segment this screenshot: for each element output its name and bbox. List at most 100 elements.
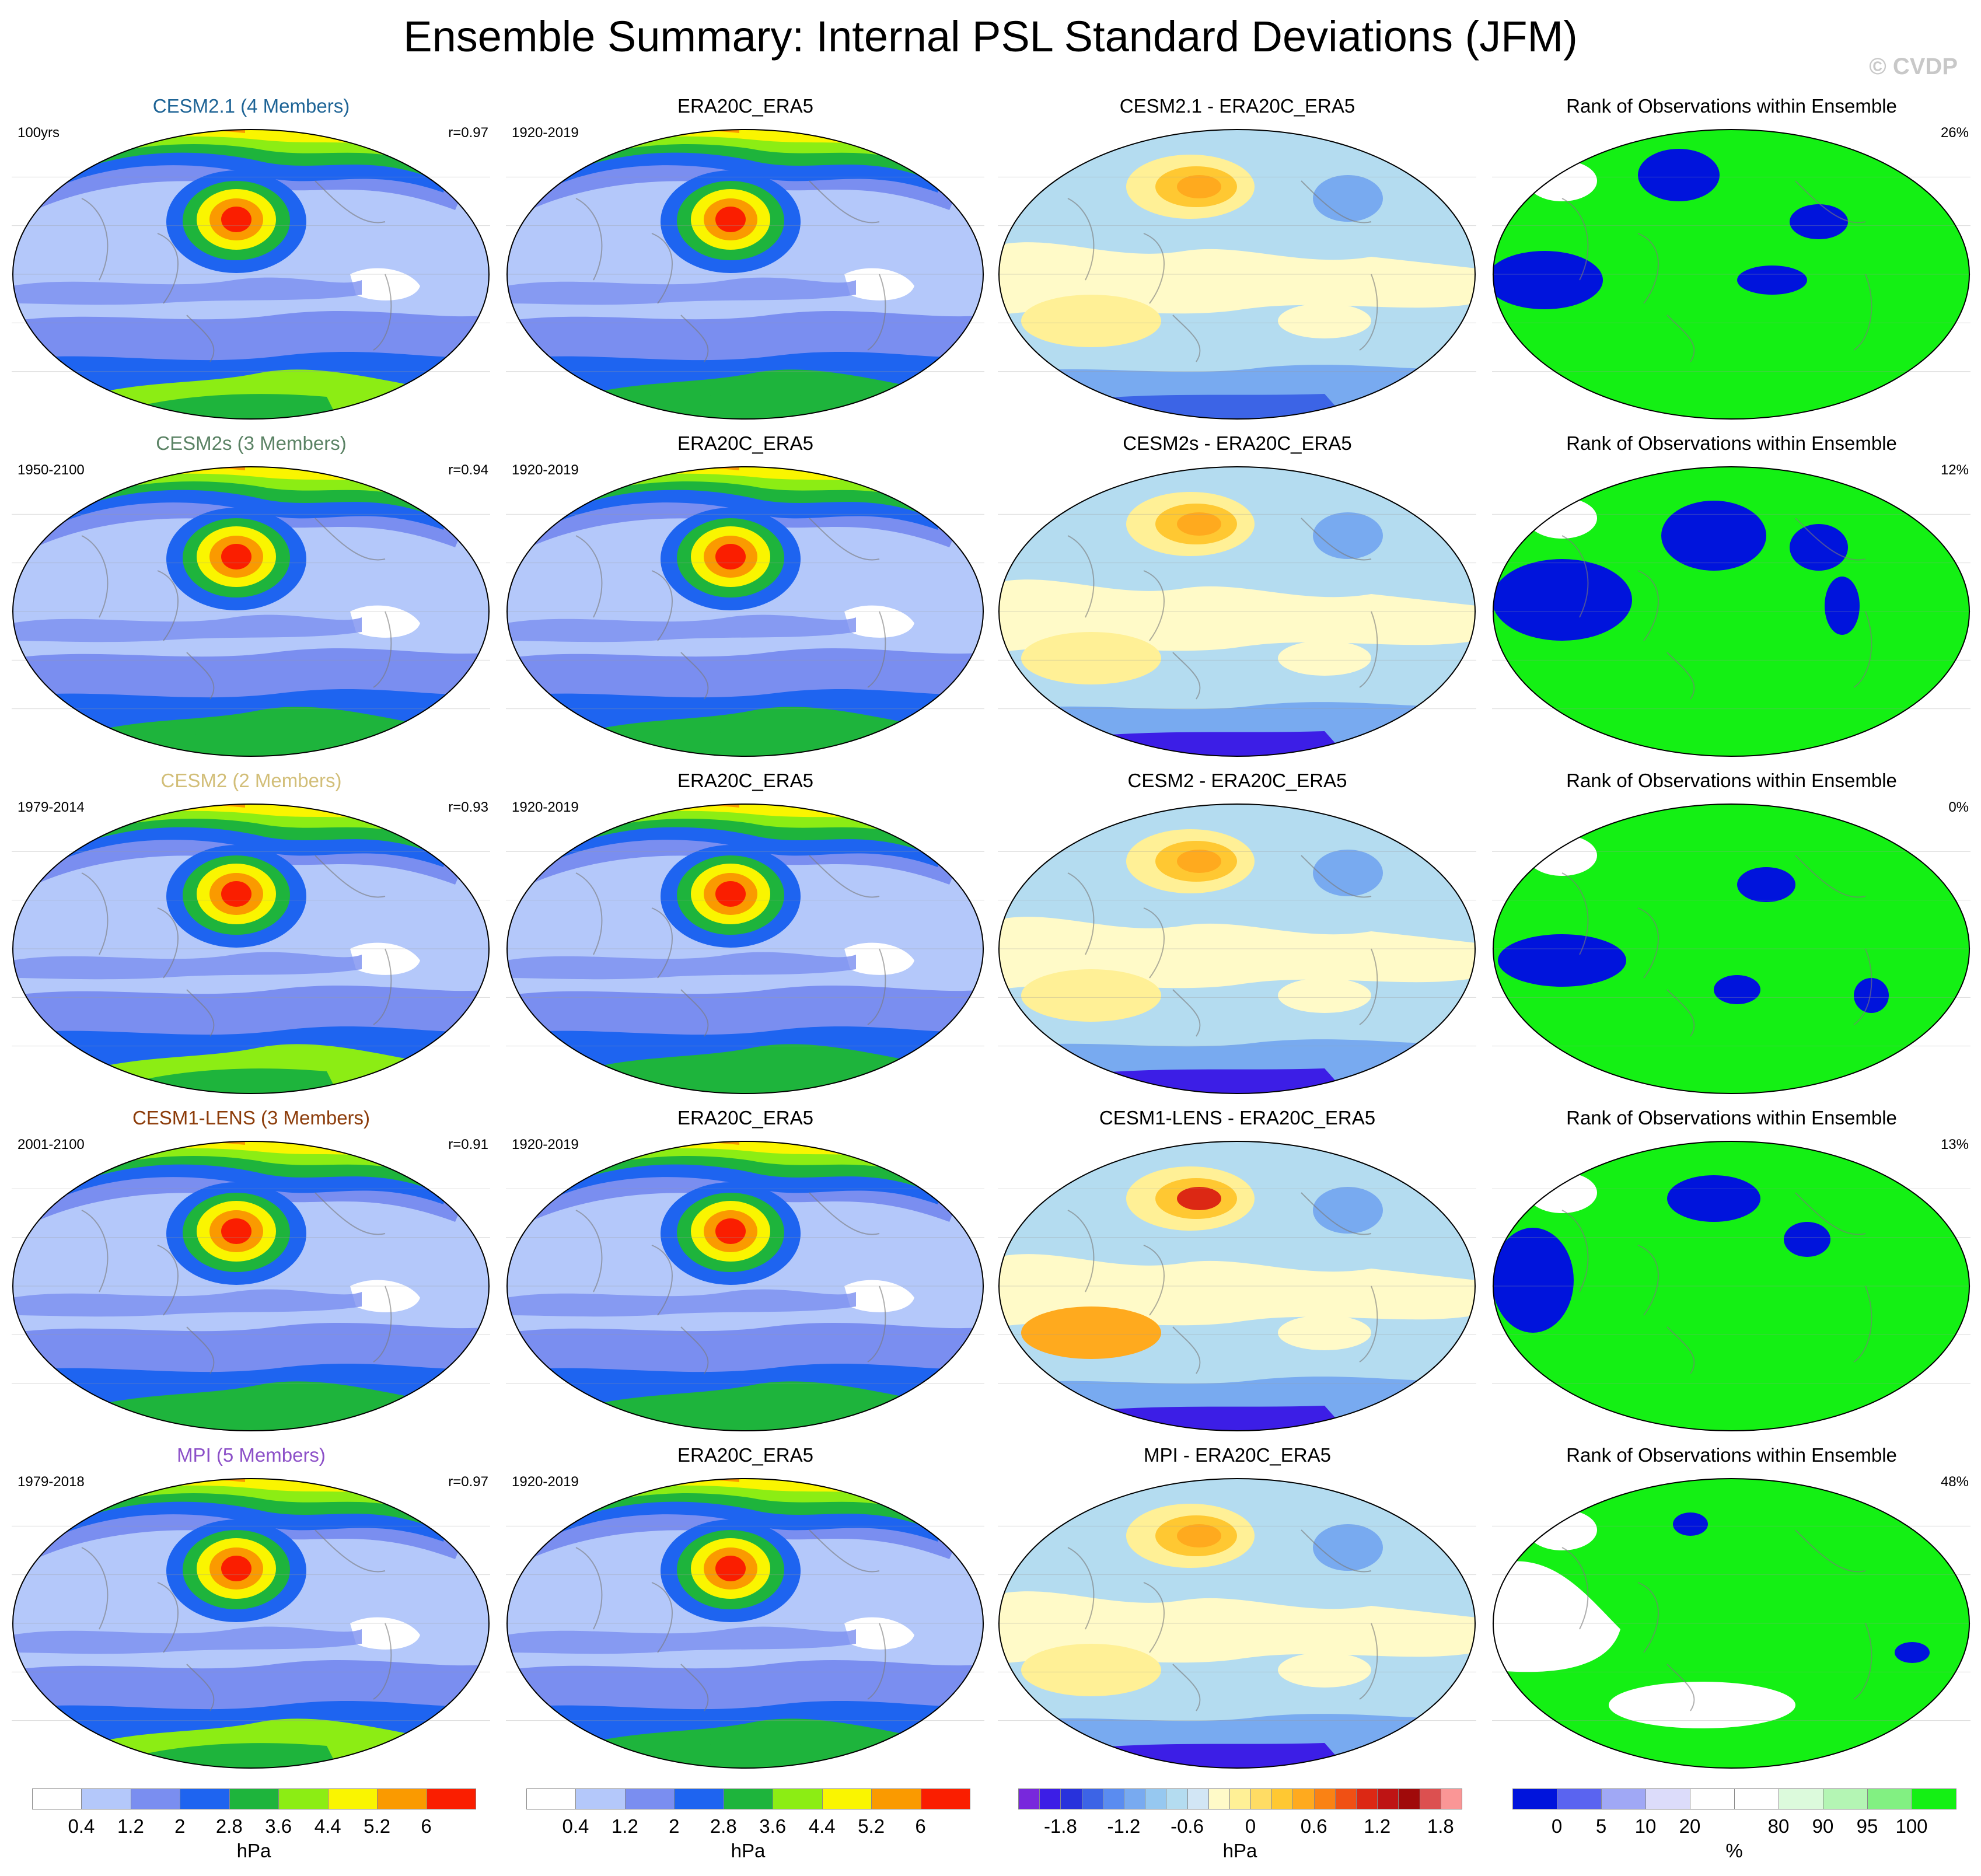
colorbar-swatch bbox=[1356, 1788, 1378, 1809]
colorbar-swatch bbox=[1377, 1788, 1399, 1809]
panel-title: CESM2.1 (4 Members) bbox=[152, 95, 350, 117]
panel-title: ERA20C_ERA5 bbox=[677, 1444, 813, 1466]
panel-title: Rank of Observations within Ensemble bbox=[1566, 1107, 1897, 1129]
map-panel-rank: Rank of Observations within Ensemble 13% bbox=[1485, 1105, 1978, 1442]
panel-stat-label: r=0.93 bbox=[448, 799, 488, 815]
map-panel-diff: CESM2 - ERA20C_ERA5 bbox=[991, 768, 1484, 1105]
map-panel-obs: ERA20C_ERA5 1920-2019 bbox=[499, 768, 992, 1105]
map-panel-model: CESM2s (3 Members) 1950-2100 r=0.94 bbox=[5, 431, 498, 768]
colorbar-swatch bbox=[1081, 1788, 1103, 1809]
figure-title: Ensemble Summary: Internal PSL Standard … bbox=[403, 12, 1578, 61]
world-map-rank bbox=[1492, 803, 1970, 1094]
colorbar-swatch bbox=[1145, 1788, 1167, 1809]
panel-period-label: 1920-2019 bbox=[512, 1474, 579, 1490]
colorbar-tick-label: 0.6 bbox=[1300, 1815, 1327, 1837]
colorbar-unit: hPa bbox=[731, 1840, 766, 1861]
colorbar-tick-label: -1.2 bbox=[1107, 1815, 1141, 1837]
colorbar-swatch bbox=[822, 1788, 872, 1809]
colorbar-tick-label: 80 bbox=[1767, 1815, 1790, 1837]
colorbar-tick-label: 0.4 bbox=[68, 1815, 95, 1837]
panel-title: MPI (5 Members) bbox=[177, 1444, 326, 1466]
colorbar-tick-label: 4.4 bbox=[808, 1815, 836, 1837]
colorbar-swatch bbox=[1734, 1788, 1779, 1809]
world-map-rank bbox=[1492, 1141, 1970, 1431]
cvdp-credit: © CVDP bbox=[1869, 54, 1958, 79]
map-panel-rank: Rank of Observations within Ensemble 48% bbox=[1485, 1442, 1978, 1780]
colorbar-tick-label: 3.6 bbox=[265, 1815, 292, 1837]
colorbar-swatch bbox=[377, 1788, 427, 1809]
panel-period-label: 1920-2019 bbox=[512, 462, 579, 478]
colorbar-tick-label: 3.6 bbox=[759, 1815, 787, 1837]
colorbar-swatch bbox=[81, 1788, 131, 1809]
colorbar-swatch bbox=[1512, 1788, 1557, 1809]
panel-title: ERA20C_ERA5 bbox=[677, 1107, 813, 1129]
colorbar-tick-label: 4.4 bbox=[314, 1815, 341, 1837]
colorbar-swatch bbox=[1166, 1788, 1188, 1809]
colorbar-swatch bbox=[674, 1788, 724, 1809]
colorbar-swatch bbox=[130, 1788, 181, 1809]
map-panel-diff: MPI - ERA20C_ERA5 bbox=[991, 1442, 1484, 1780]
map-panel-rank: Rank of Observations within Ensemble 26% bbox=[1485, 93, 1978, 431]
colorbar-swatch bbox=[1823, 1788, 1868, 1809]
panel-title: ERA20C_ERA5 bbox=[677, 770, 813, 791]
colorbar-tick-label: 90 bbox=[1812, 1815, 1834, 1837]
colorbar-swatch bbox=[1779, 1788, 1823, 1809]
colorbar-swatch bbox=[1060, 1788, 1082, 1809]
world-map-obs bbox=[506, 129, 984, 420]
colorbar-tick-label: 5.2 bbox=[858, 1815, 885, 1837]
colorbar-swatch bbox=[871, 1788, 921, 1809]
world-map-rank bbox=[1492, 129, 1970, 420]
colorbar-swatch bbox=[426, 1788, 476, 1809]
map-panel-diff: CESM2.1 - ERA20C_ERA5 bbox=[991, 93, 1484, 431]
panel-stat-label: 26% bbox=[1940, 125, 1969, 141]
world-map-obs bbox=[506, 803, 984, 1094]
panel-title: Rank of Observations within Ensemble bbox=[1566, 770, 1897, 791]
map-panel-model: CESM2 (2 Members) 1979-2014 r=0.93 bbox=[5, 768, 498, 1105]
colorbar-tick-label: 0.4 bbox=[562, 1815, 589, 1837]
panel-title: Rank of Observations within Ensemble bbox=[1566, 432, 1897, 454]
panel-title: MPI - ERA20C_ERA5 bbox=[1144, 1444, 1331, 1466]
world-map-obs bbox=[506, 1141, 984, 1431]
colorbar-tick-label: 6 bbox=[421, 1815, 432, 1837]
panel-stat-label: r=0.97 bbox=[448, 125, 488, 141]
world-map-model bbox=[12, 803, 490, 1094]
colorbar-swatch bbox=[1867, 1788, 1912, 1809]
world-map-diff bbox=[998, 1141, 1476, 1431]
colorbar-tick-label: 1.2 bbox=[611, 1815, 638, 1837]
colorbar-swatch bbox=[278, 1788, 329, 1809]
colorbar-swatch bbox=[1601, 1788, 1646, 1809]
colorbar-tick-label: -0.6 bbox=[1171, 1815, 1204, 1837]
colorbar-unit: hPa bbox=[1222, 1840, 1257, 1861]
colorbar-swatch bbox=[1690, 1788, 1735, 1809]
world-map-diff bbox=[998, 466, 1476, 757]
colorbar-swatch bbox=[1102, 1788, 1124, 1809]
colorbar-tick-label: 2 bbox=[669, 1815, 680, 1837]
panel-period-label: 1920-2019 bbox=[512, 1137, 579, 1152]
panel-period-label: 100yrs bbox=[18, 125, 60, 141]
panel-stat-label: r=0.94 bbox=[448, 462, 488, 478]
colorbar-swatch bbox=[1039, 1788, 1061, 1809]
colorbar-swatch bbox=[180, 1788, 230, 1809]
panel-stat-label: 12% bbox=[1940, 462, 1969, 478]
colorbar-swatch bbox=[1208, 1788, 1230, 1809]
world-map-diff bbox=[998, 129, 1476, 420]
colorbar-swatch bbox=[229, 1788, 279, 1809]
colorbar-std-model: 0.4 1.2 2 2.8 3.6 4.4 5.2 6 hPa bbox=[32, 1788, 476, 1876]
panel-title: ERA20C_ERA5 bbox=[677, 432, 813, 454]
world-map-model bbox=[12, 1141, 490, 1431]
panel-period-label: 1950-2100 bbox=[18, 462, 85, 478]
colorbar-swatch bbox=[32, 1788, 82, 1809]
colorbar-tick-label: 6 bbox=[915, 1815, 926, 1837]
colorbar-tick-label: 5.2 bbox=[364, 1815, 391, 1837]
world-map-model bbox=[12, 129, 490, 420]
panel-title: Rank of Observations within Ensemble bbox=[1566, 95, 1897, 117]
colorbar-swatch bbox=[1229, 1788, 1252, 1809]
map-panel-rank: Rank of Observations within Ensemble 0% bbox=[1485, 768, 1978, 1105]
colorbar-swatch bbox=[1250, 1788, 1273, 1809]
panel-stat-label: 48% bbox=[1940, 1474, 1969, 1490]
world-map-diff bbox=[998, 1478, 1476, 1769]
colorbar-swatch bbox=[327, 1788, 378, 1809]
colorbar-unit: % bbox=[1725, 1840, 1743, 1861]
panel-title: CESM1-LENS - ERA20C_ERA5 bbox=[1099, 1107, 1376, 1129]
colorbar-tick-label: 1.2 bbox=[1364, 1815, 1391, 1837]
